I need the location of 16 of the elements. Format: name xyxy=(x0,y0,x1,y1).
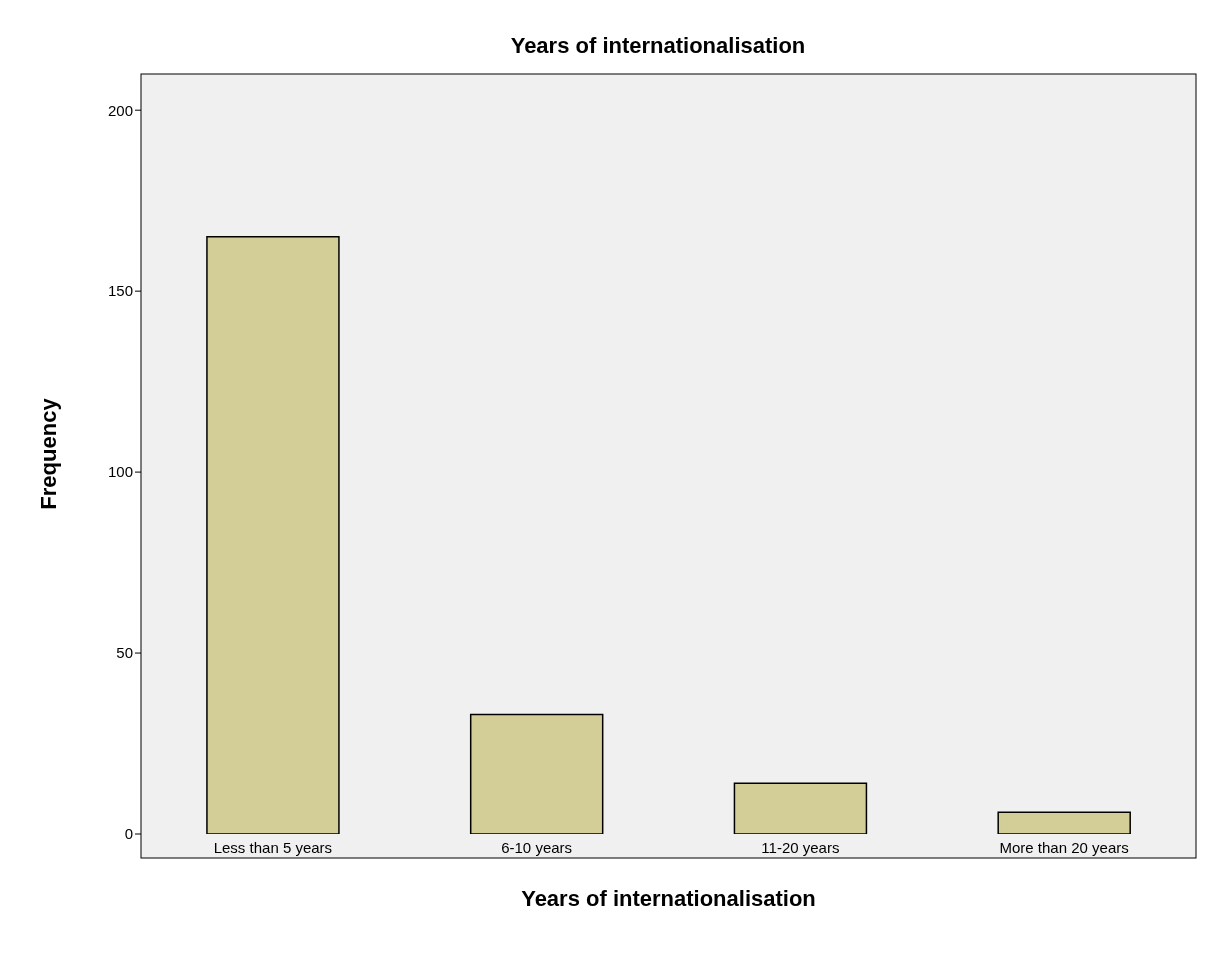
y-tick-label: 100 xyxy=(107,463,133,481)
y-tick-label: 50 xyxy=(116,644,133,662)
x-axis-title: Years of internationalisation xyxy=(521,886,816,911)
bar xyxy=(469,713,604,834)
x-tick-label: More than 20 years xyxy=(999,838,1129,856)
y-axis-title: Frequency xyxy=(35,397,61,510)
y-tick-label: 0 xyxy=(124,825,133,843)
x-tick-label: 6-10 years xyxy=(501,838,573,856)
bar xyxy=(997,811,1131,834)
bar xyxy=(733,782,868,834)
bar xyxy=(206,236,340,834)
x-tick-label: Less than 5 years xyxy=(213,838,333,856)
y-tick-label: 150 xyxy=(107,282,133,300)
x-tick-label: 11-20 years xyxy=(761,838,840,856)
chart-title: Years of internationalisation xyxy=(509,32,807,60)
y-tick-label: 200 xyxy=(107,101,133,119)
